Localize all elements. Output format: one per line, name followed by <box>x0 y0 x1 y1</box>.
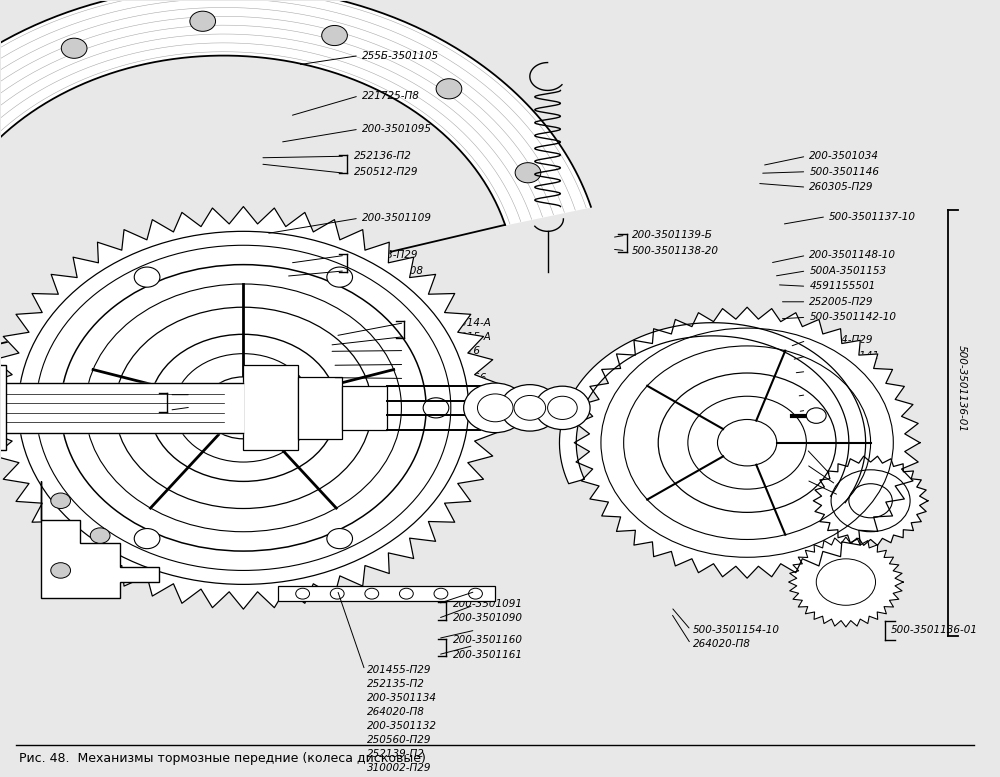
Text: 500-3501140: 500-3501140 <box>809 390 879 399</box>
Circle shape <box>436 78 462 99</box>
Circle shape <box>51 563 71 578</box>
Text: 200-3501110-А1: 200-3501110-А1 <box>23 390 111 399</box>
Text: 221725-П8: 221725-П8 <box>362 91 420 101</box>
Circle shape <box>806 408 826 423</box>
Text: 500-3501136-01: 500-3501136-01 <box>890 625 977 635</box>
Text: 264020-П8: 264020-П8 <box>411 360 469 370</box>
Text: 200-3501111-А1: 200-3501111-А1 <box>23 405 111 415</box>
Text: 500А-3501153: 500А-3501153 <box>809 266 886 276</box>
Polygon shape <box>574 307 920 578</box>
Text: 252136-П2: 252136-П2 <box>809 459 867 469</box>
Text: 252136-П2: 252136-П2 <box>354 152 412 162</box>
Bar <box>243 365 298 451</box>
Polygon shape <box>41 482 159 598</box>
Text: 200-3501012: 200-3501012 <box>438 354 448 423</box>
Circle shape <box>423 398 449 418</box>
Polygon shape <box>0 0 591 376</box>
Text: 264020-П8: 264020-П8 <box>367 707 425 717</box>
Bar <box>0 365 6 451</box>
Text: 200-3501160: 200-3501160 <box>453 635 523 645</box>
Circle shape <box>434 588 448 599</box>
Text: 201455-П29: 201455-П29 <box>367 665 431 675</box>
Circle shape <box>38 398 64 418</box>
Text: 200-3501148-10: 200-3501148-10 <box>809 250 896 260</box>
Circle shape <box>51 493 71 508</box>
Text: 200-3501109: 200-3501109 <box>362 213 432 223</box>
Text: 250560-П29: 250560-П29 <box>367 735 431 745</box>
Circle shape <box>548 396 577 420</box>
Text: 200-3501016: 200-3501016 <box>411 346 481 356</box>
Circle shape <box>469 588 482 599</box>
Circle shape <box>296 588 310 599</box>
Text: 500-3501142-10: 500-3501142-10 <box>809 312 896 322</box>
Polygon shape <box>789 537 903 627</box>
Circle shape <box>190 11 216 31</box>
Text: 200-3501161: 200-3501161 <box>453 650 523 660</box>
Text: 200-3501108: 200-3501108 <box>354 266 424 276</box>
Text: 252135-П2: 252135-П2 <box>809 367 867 377</box>
Circle shape <box>330 588 344 599</box>
Circle shape <box>500 385 559 431</box>
Text: 200-3501090: 200-3501090 <box>453 614 523 623</box>
Text: 252005-П29: 252005-П29 <box>809 297 874 307</box>
Circle shape <box>399 588 413 599</box>
Text: 4591155501: 4591155501 <box>809 281 876 291</box>
Text: 252135-П2: 252135-П2 <box>367 679 425 689</box>
Text: 252139-П2: 252139-П2 <box>367 749 425 759</box>
Text: 200-3501015-А: 200-3501015-А <box>411 332 492 342</box>
Polygon shape <box>0 207 500 609</box>
Text: 255Б-3501105: 255Б-3501105 <box>362 51 439 61</box>
Text: 200-3501139-Б: 200-3501139-Б <box>632 230 712 240</box>
Circle shape <box>365 588 379 599</box>
Text: 500-3501136-01: 500-3501136-01 <box>956 345 966 432</box>
Circle shape <box>322 26 347 46</box>
Text: 219Т-3501155: 219Т-3501155 <box>809 444 886 454</box>
Text: 500-3501154-10: 500-3501154-10 <box>693 625 780 635</box>
Circle shape <box>515 162 541 183</box>
Text: 201454-П29: 201454-П29 <box>809 336 874 346</box>
Circle shape <box>134 267 160 287</box>
Text: 221668-П29: 221668-П29 <box>354 250 419 260</box>
Circle shape <box>477 394 513 422</box>
Text: 250512-П29: 250512-П29 <box>354 167 419 176</box>
Circle shape <box>134 528 160 549</box>
Text: 260305-П29: 260305-П29 <box>809 182 874 192</box>
Circle shape <box>514 395 546 420</box>
Text: 200-3501091: 200-3501091 <box>453 599 523 608</box>
Text: Рис. 48.  Механизмы тормозные передние (колеса дисковые): Рис. 48. Механизмы тормозные передние (к… <box>19 752 426 765</box>
Circle shape <box>327 267 353 287</box>
Bar <box>342 386 387 430</box>
Text: 500-3501146: 500-3501146 <box>809 167 879 176</box>
Text: 264020-П8: 264020-П8 <box>693 639 751 649</box>
Circle shape <box>535 386 590 430</box>
Circle shape <box>61 38 87 58</box>
Text: 219Т-3501156: 219Т-3501156 <box>411 374 488 383</box>
Circle shape <box>327 528 353 549</box>
Polygon shape <box>278 586 495 601</box>
Circle shape <box>464 383 527 433</box>
Bar <box>298 377 342 439</box>
Text: 201495-П29: 201495-П29 <box>809 475 874 485</box>
Text: 200-3501013: 200-3501013 <box>453 369 463 439</box>
Text: 500-3501143: 500-3501143 <box>809 405 879 415</box>
Text: 200-3501132: 200-3501132 <box>367 721 437 731</box>
Text: 310002-П29: 310002-П29 <box>367 763 431 773</box>
Circle shape <box>90 528 110 543</box>
Text: 500-3501137-10: 500-3501137-10 <box>829 211 916 221</box>
Polygon shape <box>813 456 928 545</box>
Polygon shape <box>559 322 866 503</box>
Text: 500-3501138-20: 500-3501138-20 <box>632 246 719 256</box>
Text: 200-3501034: 200-3501034 <box>809 152 879 162</box>
Text: 200-3501134: 200-3501134 <box>367 693 437 703</box>
Text: 200-3501095: 200-3501095 <box>362 124 432 134</box>
Text: 200-3501014-А: 200-3501014-А <box>411 318 492 328</box>
Text: 500-3501141: 500-3501141 <box>809 351 879 361</box>
